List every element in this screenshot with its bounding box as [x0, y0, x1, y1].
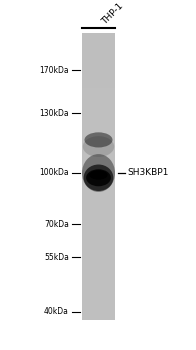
Text: SH3KBP1: SH3KBP1	[127, 168, 168, 177]
Bar	[82, 65, 115, 67]
Bar	[82, 86, 115, 88]
Bar	[82, 38, 115, 41]
Bar	[82, 77, 115, 78]
Bar	[82, 48, 115, 50]
Bar	[82, 61, 115, 63]
Bar	[82, 78, 115, 80]
Ellipse shape	[89, 170, 108, 180]
Bar	[82, 52, 115, 54]
Bar	[82, 71, 115, 73]
Bar	[82, 69, 115, 71]
Bar	[82, 35, 115, 37]
Bar	[82, 60, 115, 61]
Bar	[82, 46, 115, 48]
Bar	[82, 41, 115, 42]
Ellipse shape	[84, 132, 113, 147]
Bar	[82, 63, 115, 65]
Ellipse shape	[83, 136, 114, 157]
Text: THP-1: THP-1	[101, 1, 125, 26]
Ellipse shape	[86, 169, 111, 186]
Bar	[82, 67, 115, 69]
Bar	[82, 42, 115, 44]
Bar	[82, 44, 115, 46]
Bar	[82, 54, 115, 56]
Text: 170kDa: 170kDa	[39, 65, 69, 75]
Bar	[82, 37, 115, 38]
Bar	[82, 31, 115, 33]
Bar	[82, 82, 115, 84]
Bar	[82, 33, 115, 35]
Text: 130kDa: 130kDa	[39, 108, 69, 118]
Text: 70kDa: 70kDa	[44, 220, 69, 229]
Bar	[82, 75, 115, 77]
Text: 40kDa: 40kDa	[44, 307, 69, 316]
Bar	[82, 73, 115, 75]
Text: 100kDa: 100kDa	[39, 168, 69, 177]
Bar	[82, 33, 115, 320]
Bar	[82, 56, 115, 57]
Text: 55kDa: 55kDa	[44, 253, 69, 262]
Ellipse shape	[84, 164, 113, 191]
Bar	[82, 84, 115, 86]
Bar	[82, 57, 115, 60]
Bar	[82, 50, 115, 52]
Ellipse shape	[82, 154, 115, 192]
Bar	[82, 80, 115, 82]
